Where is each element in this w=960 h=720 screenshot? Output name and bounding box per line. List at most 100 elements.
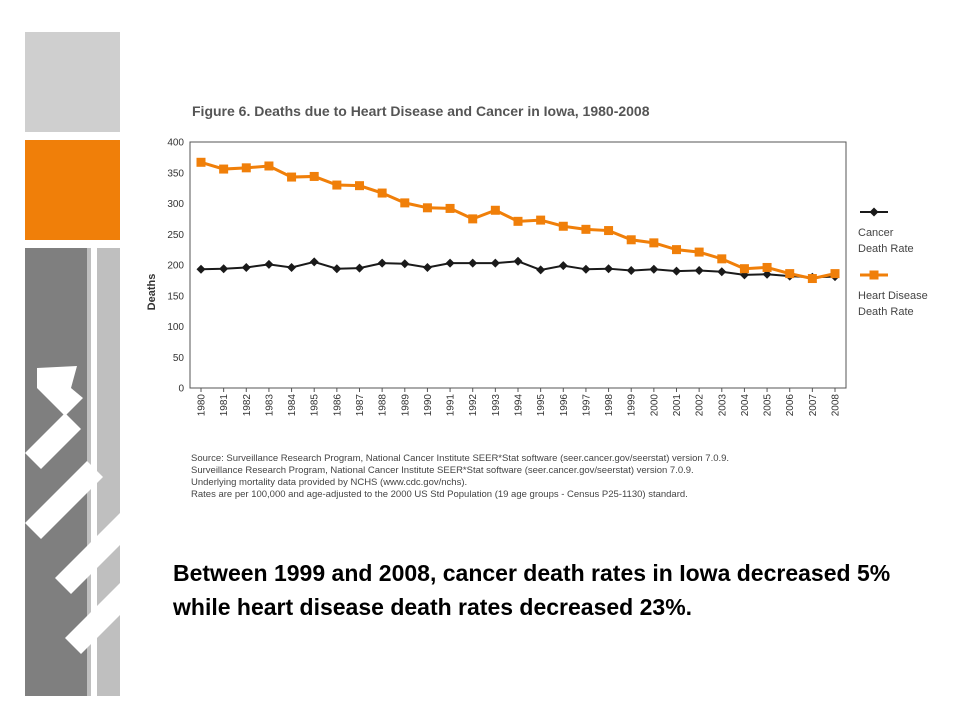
data-point (241, 262, 251, 272)
source-line: Surveillance Research Program, National … (191, 465, 694, 476)
x-tick-label: 1997 (581, 394, 592, 417)
data-point (672, 266, 681, 276)
legend-label: Cancer Death Rate (858, 227, 914, 255)
data-point (264, 259, 274, 269)
data-point (241, 163, 251, 173)
x-tick-label: 2005 (763, 394, 774, 417)
decorative-gray-block (25, 32, 120, 132)
x-tick-label: 1989 (400, 394, 411, 417)
data-point (468, 258, 478, 268)
y-tick-label: 400 (167, 138, 184, 149)
legend-marker (869, 207, 879, 217)
x-tick-label: 2000 (649, 394, 660, 417)
data-point (468, 214, 478, 224)
x-tick-label: 1990 (423, 394, 434, 417)
data-point (377, 258, 387, 268)
data-point (400, 259, 410, 269)
data-point (400, 198, 410, 208)
data-point (355, 181, 364, 191)
data-point (513, 256, 523, 266)
x-tick-label: 1994 (514, 394, 525, 417)
data-point (309, 257, 319, 267)
data-point (581, 264, 591, 274)
y-tick-label: 250 (167, 230, 184, 241)
data-point (196, 264, 206, 274)
x-tick-label: 2007 (808, 394, 819, 417)
data-point (649, 238, 659, 248)
legend-marker (869, 270, 879, 280)
x-tick-label: 1981 (219, 394, 230, 417)
y-tick-label: 0 (178, 384, 184, 395)
y-tick-label: 100 (167, 322, 184, 333)
data-point (490, 205, 500, 215)
data-point (377, 188, 387, 198)
data-point (264, 161, 274, 171)
y-tick-label: 50 (173, 353, 185, 364)
x-tick-label: 1980 (197, 394, 208, 417)
x-tick-label: 2002 (695, 394, 706, 417)
slide-caption: Between 1999 and 2008, cancer death rate… (173, 560, 891, 620)
data-point (717, 254, 727, 264)
data-point (196, 157, 206, 167)
x-tick-label: 2004 (740, 394, 751, 417)
x-tick-label: 1991 (446, 394, 457, 417)
x-tick-label: 1993 (491, 394, 502, 417)
data-point (694, 266, 704, 276)
chart-title: Figure 6. Deaths due to Heart Disease an… (192, 103, 650, 119)
source-line: Rates are per 100,000 and age-adjusted t… (191, 489, 688, 500)
y-tick-label: 300 (167, 199, 184, 210)
x-tick-label: 1996 (559, 394, 570, 417)
data-point (626, 266, 636, 276)
data-point (309, 171, 319, 181)
x-tick-label: 1999 (627, 394, 638, 417)
x-tick-label: 1988 (378, 394, 389, 417)
data-point (422, 262, 432, 272)
data-point (332, 264, 342, 274)
data-point (626, 235, 636, 245)
x-tick-label: 2003 (717, 394, 728, 417)
x-tick-label: 1995 (536, 394, 547, 417)
x-tick-label: 1982 (242, 394, 253, 417)
decorative-logo-panel (25, 248, 120, 696)
data-point (536, 215, 546, 225)
data-point (287, 172, 297, 182)
x-tick-label: 1992 (468, 394, 479, 417)
data-point (513, 216, 523, 226)
data-point (219, 164, 229, 174)
x-tick-label: 2006 (785, 394, 796, 417)
data-point (604, 264, 614, 274)
data-point (694, 247, 704, 257)
x-tick-label: 1986 (332, 394, 343, 417)
x-axis-ticks: 1980 1981 1982 1983 1984 1985 1986 1987 1988 1989… (197, 388, 842, 416)
data-point (219, 264, 229, 274)
x-tick-label: 1998 (604, 394, 615, 417)
y-tick-label: 350 (167, 168, 184, 179)
data-point (558, 261, 568, 271)
data-point (785, 269, 795, 279)
data-point (558, 221, 568, 231)
y-tick-label: 150 (167, 291, 184, 302)
source-line: Source: Surveillance Research Program, N… (191, 453, 730, 464)
x-tick-label: 1987 (355, 394, 366, 417)
x-tick-label: 2008 (831, 394, 842, 417)
data-point (332, 180, 342, 190)
data-point (807, 274, 817, 284)
x-tick-label: 1985 (310, 394, 321, 417)
x-tick-label: 1983 (264, 394, 275, 417)
x-tick-label: 1984 (287, 394, 298, 417)
data-point (490, 258, 500, 268)
legend-label: Heart Disease Death Rate (858, 290, 928, 318)
source-line: Underlying mortality data provided by NC… (191, 477, 468, 488)
data-point (830, 269, 840, 279)
data-point (445, 258, 455, 268)
data-point (581, 224, 591, 234)
data-point (445, 203, 455, 213)
data-point (287, 262, 297, 272)
y-axis-ticks: 0 50 100 150 200 250 300 350 400 (167, 138, 184, 395)
y-axis-title: Deaths (146, 274, 158, 311)
data-point (717, 267, 727, 277)
data-point (762, 269, 772, 279)
data-point (536, 265, 546, 275)
chart-legend: Cancer Death Rate Heart Disease Death Rate (858, 207, 928, 318)
